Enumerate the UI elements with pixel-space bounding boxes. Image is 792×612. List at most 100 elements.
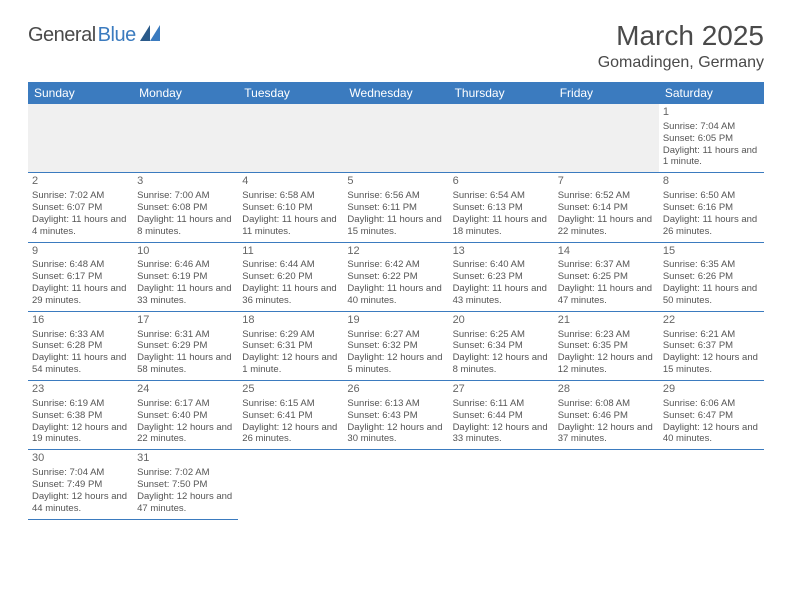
- sunrise-text: Sunrise: 6:13 AM: [347, 398, 444, 410]
- calendar-cell: 18Sunrise: 6:29 AMSunset: 6:31 PMDayligh…: [238, 311, 343, 380]
- calendar-cell: 11Sunrise: 6:44 AMSunset: 6:20 PMDayligh…: [238, 242, 343, 311]
- calendar-cell: 10Sunrise: 6:46 AMSunset: 6:19 PMDayligh…: [133, 242, 238, 311]
- calendar-cell: 8Sunrise: 6:50 AMSunset: 6:16 PMDaylight…: [659, 173, 764, 242]
- day-number: 23: [32, 383, 129, 397]
- day-number: 4: [242, 175, 339, 189]
- calendar-cell: [659, 450, 764, 519]
- sunrise-text: Sunrise: 6:58 AM: [242, 190, 339, 202]
- daylight-text: Daylight: 12 hours and 22 minutes.: [137, 422, 234, 446]
- sunset-text: Sunset: 6:34 PM: [453, 340, 550, 352]
- calendar-row: 2Sunrise: 7:02 AMSunset: 6:07 PMDaylight…: [28, 173, 764, 242]
- calendar-cell: [238, 104, 343, 173]
- calendar-cell: 19Sunrise: 6:27 AMSunset: 6:32 PMDayligh…: [343, 311, 448, 380]
- day-number: 20: [453, 314, 550, 328]
- calendar-cell: 30Sunrise: 7:04 AMSunset: 7:49 PMDayligh…: [28, 450, 133, 519]
- calendar-cell: 1Sunrise: 7:04 AMSunset: 6:05 PMDaylight…: [659, 104, 764, 173]
- calendar-cell: 22Sunrise: 6:21 AMSunset: 6:37 PMDayligh…: [659, 311, 764, 380]
- calendar-cell: 29Sunrise: 6:06 AMSunset: 6:47 PMDayligh…: [659, 381, 764, 450]
- sunrise-text: Sunrise: 6:23 AM: [558, 329, 655, 341]
- sunset-text: Sunset: 7:50 PM: [137, 479, 234, 491]
- calendar-cell: [28, 104, 133, 173]
- sunset-text: Sunset: 6:44 PM: [453, 410, 550, 422]
- calendar-cell: 4Sunrise: 6:58 AMSunset: 6:10 PMDaylight…: [238, 173, 343, 242]
- sunset-text: Sunset: 6:32 PM: [347, 340, 444, 352]
- calendar-cell: 7Sunrise: 6:52 AMSunset: 6:14 PMDaylight…: [554, 173, 659, 242]
- sunrise-text: Sunrise: 7:04 AM: [32, 467, 129, 479]
- logo: General Blue: [28, 24, 160, 47]
- calendar-cell: [449, 450, 554, 519]
- calendar-cell: 13Sunrise: 6:40 AMSunset: 6:23 PMDayligh…: [449, 242, 554, 311]
- day-number: 24: [137, 383, 234, 397]
- sunrise-text: Sunrise: 6:37 AM: [558, 259, 655, 271]
- day-number: 10: [137, 245, 234, 259]
- calendar-cell: [343, 450, 448, 519]
- daylight-text: Daylight: 11 hours and 43 minutes.: [453, 283, 550, 307]
- calendar-row: 23Sunrise: 6:19 AMSunset: 6:38 PMDayligh…: [28, 381, 764, 450]
- day-number: 5: [347, 175, 444, 189]
- sunset-text: Sunset: 6:23 PM: [453, 271, 550, 283]
- sunrise-text: Sunrise: 6:44 AM: [242, 259, 339, 271]
- daylight-text: Daylight: 11 hours and 58 minutes.: [137, 352, 234, 376]
- daylight-text: Daylight: 11 hours and 33 minutes.: [137, 283, 234, 307]
- sunset-text: Sunset: 7:49 PM: [32, 479, 129, 491]
- daylight-text: Daylight: 11 hours and 36 minutes.: [242, 283, 339, 307]
- sunset-text: Sunset: 6:14 PM: [558, 202, 655, 214]
- day-number: 8: [663, 175, 760, 189]
- sunrise-text: Sunrise: 6:40 AM: [453, 259, 550, 271]
- sunset-text: Sunset: 6:05 PM: [663, 133, 760, 145]
- day-number: 30: [32, 452, 129, 466]
- daylight-text: Daylight: 12 hours and 44 minutes.: [32, 491, 129, 515]
- weekday-header: Saturday: [659, 82, 764, 104]
- daylight-text: Daylight: 12 hours and 47 minutes.: [137, 491, 234, 515]
- sunset-text: Sunset: 6:28 PM: [32, 340, 129, 352]
- sunrise-text: Sunrise: 6:15 AM: [242, 398, 339, 410]
- daylight-text: Daylight: 11 hours and 11 minutes.: [242, 214, 339, 238]
- calendar-cell: [133, 104, 238, 173]
- daylight-text: Daylight: 12 hours and 12 minutes.: [558, 352, 655, 376]
- location: Gomadingen, Germany: [598, 54, 764, 72]
- calendar-cell: 23Sunrise: 6:19 AMSunset: 6:38 PMDayligh…: [28, 381, 133, 450]
- sunrise-text: Sunrise: 6:31 AM: [137, 329, 234, 341]
- sunset-text: Sunset: 6:46 PM: [558, 410, 655, 422]
- calendar-cell: 16Sunrise: 6:33 AMSunset: 6:28 PMDayligh…: [28, 311, 133, 380]
- daylight-text: Daylight: 11 hours and 47 minutes.: [558, 283, 655, 307]
- sunrise-text: Sunrise: 6:56 AM: [347, 190, 444, 202]
- weekday-header: Friday: [554, 82, 659, 104]
- weekday-header: Thursday: [449, 82, 554, 104]
- day-number: 28: [558, 383, 655, 397]
- sunrise-text: Sunrise: 6:46 AM: [137, 259, 234, 271]
- sunset-text: Sunset: 6:20 PM: [242, 271, 339, 283]
- calendar-cell: 17Sunrise: 6:31 AMSunset: 6:29 PMDayligh…: [133, 311, 238, 380]
- day-number: 9: [32, 245, 129, 259]
- daylight-text: Daylight: 11 hours and 54 minutes.: [32, 352, 129, 376]
- sunset-text: Sunset: 6:13 PM: [453, 202, 550, 214]
- daylight-text: Daylight: 12 hours and 5 minutes.: [347, 352, 444, 376]
- day-number: 2: [32, 175, 129, 189]
- sunset-text: Sunset: 6:17 PM: [32, 271, 129, 283]
- calendar-table: Sunday Monday Tuesday Wednesday Thursday…: [28, 82, 764, 520]
- daylight-text: Daylight: 11 hours and 26 minutes.: [663, 214, 760, 238]
- sunset-text: Sunset: 6:41 PM: [242, 410, 339, 422]
- daylight-text: Daylight: 12 hours and 8 minutes.: [453, 352, 550, 376]
- sunrise-text: Sunrise: 6:50 AM: [663, 190, 760, 202]
- sunrise-text: Sunrise: 6:17 AM: [137, 398, 234, 410]
- day-number: 18: [242, 314, 339, 328]
- calendar-cell: 21Sunrise: 6:23 AMSunset: 6:35 PMDayligh…: [554, 311, 659, 380]
- weekday-header: Wednesday: [343, 82, 448, 104]
- day-number: 6: [453, 175, 550, 189]
- flag-icon: [140, 25, 160, 46]
- sunrise-text: Sunrise: 6:52 AM: [558, 190, 655, 202]
- daylight-text: Daylight: 12 hours and 40 minutes.: [663, 422, 760, 446]
- sunset-text: Sunset: 6:10 PM: [242, 202, 339, 214]
- calendar-cell: 15Sunrise: 6:35 AMSunset: 6:26 PMDayligh…: [659, 242, 764, 311]
- calendar-cell: [554, 104, 659, 173]
- day-number: 1: [663, 106, 760, 120]
- sunset-text: Sunset: 6:11 PM: [347, 202, 444, 214]
- day-number: 29: [663, 383, 760, 397]
- day-number: 12: [347, 245, 444, 259]
- sunset-text: Sunset: 6:35 PM: [558, 340, 655, 352]
- calendar-cell: 6Sunrise: 6:54 AMSunset: 6:13 PMDaylight…: [449, 173, 554, 242]
- day-number: 17: [137, 314, 234, 328]
- sunrise-text: Sunrise: 6:19 AM: [32, 398, 129, 410]
- sunset-text: Sunset: 6:16 PM: [663, 202, 760, 214]
